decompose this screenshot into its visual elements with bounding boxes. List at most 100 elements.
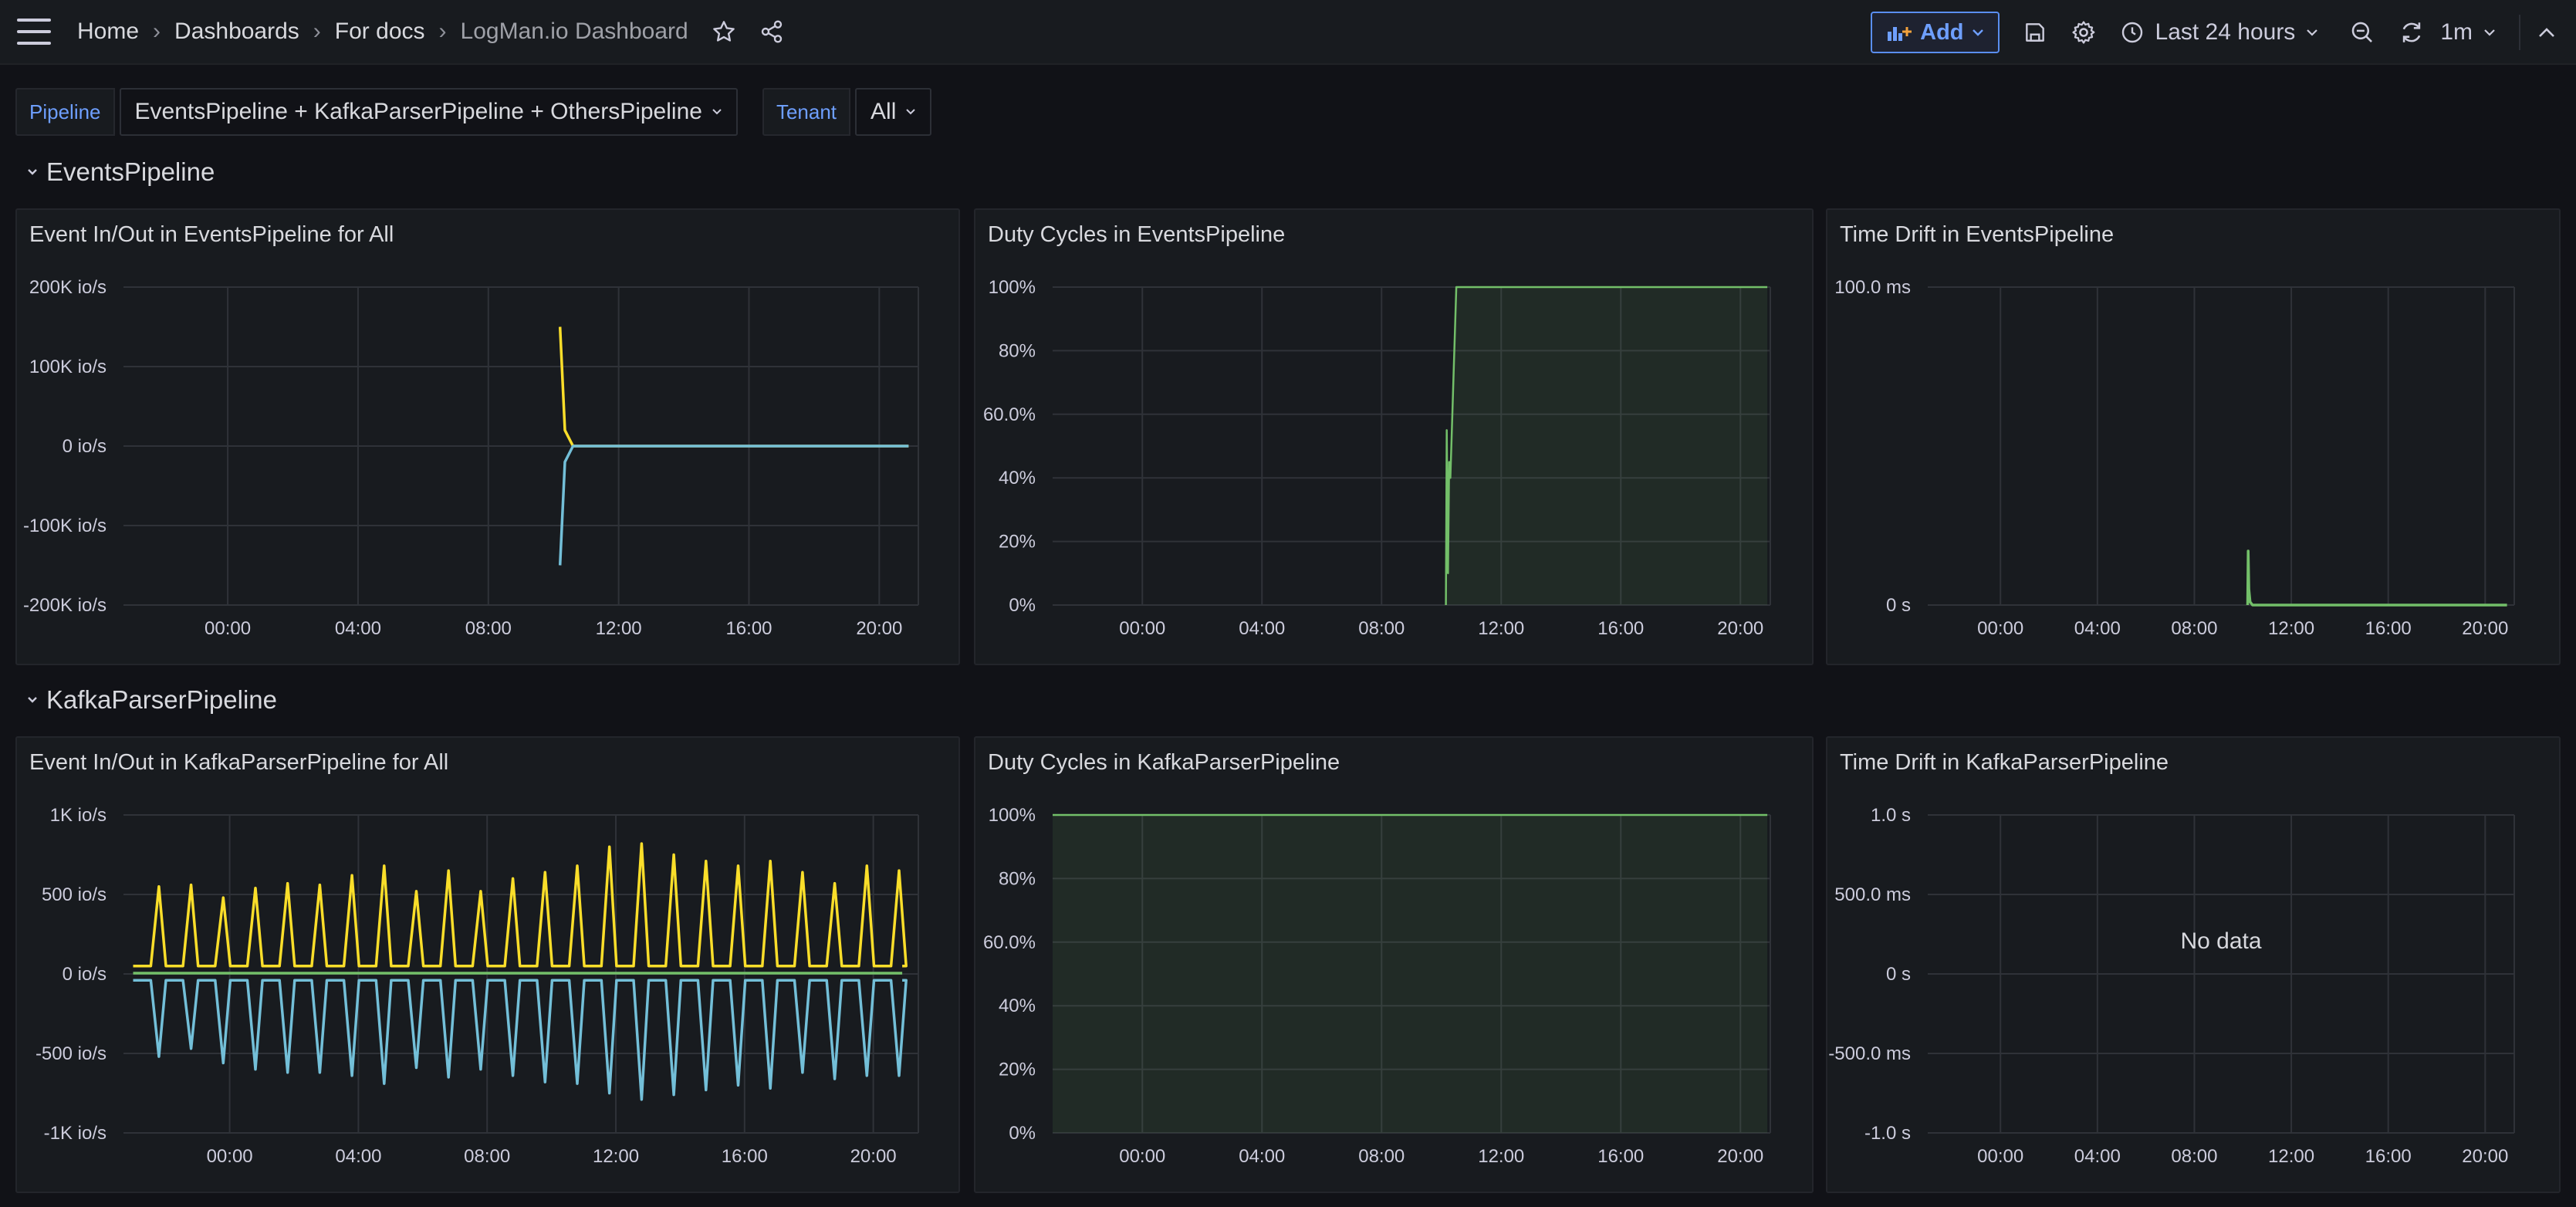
chart-svg: 100% 80% 60.0% 40% 20% 0% 00:00 04:00 08:00 12:00… <box>983 805 1771 1167</box>
x-tick-label: 12:00 <box>1478 1146 1524 1167</box>
x-tick-label: 08:00 <box>2171 1146 2217 1167</box>
chevron-right-icon: › <box>313 19 321 44</box>
breadcrumb-dashboards[interactable]: Dashboards <box>174 19 299 44</box>
y-tick-label: 1K io/s <box>50 805 106 826</box>
share-icon[interactable] <box>753 13 790 50</box>
save-dashboard-button[interactable] <box>2023 12 2047 53</box>
pipeline-variable-value: EventsPipeline + KafkaParserPipeline + O… <box>134 99 702 124</box>
panel-events-time-drift[interactable]: Time Drift in EventsPipeline 100.0 ms 0 s… <box>1826 208 2561 665</box>
x-tick-label: 12:00 <box>596 618 642 639</box>
gear-icon <box>2071 21 2094 44</box>
y-tick-label: 100% <box>989 277 1036 298</box>
y-tick-label: 100K io/s <box>29 357 106 377</box>
x-tick-label: 16:00 <box>725 618 772 639</box>
y-tick-label: 60.0% <box>983 404 1036 425</box>
x-tick-label: 00:00 <box>1977 1146 2023 1167</box>
add-panel-icon <box>1888 27 1912 41</box>
refresh-icon <box>2402 22 2421 42</box>
chart-svg: 100.0 ms 0 s 00:00 04:00 08:00 12:00 16:00 20:0… <box>1834 277 2515 639</box>
settings-button[interactable] <box>2071 12 2097 53</box>
x-tick-label: 16:00 <box>2365 618 2412 639</box>
no-data-message: No data <box>2180 928 2261 954</box>
panel-kafka-time-drift[interactable]: Time Drift in KafkaParserPipeline 1.0 s 5… <box>1826 736 2561 1193</box>
chevron-down-icon <box>2307 29 2318 36</box>
chart-svg: 200K io/s 100K io/s 0 io/s -100K io/s -200K … <box>23 277 919 639</box>
panel-title: Event In/Out in EventsPipeline for All <box>29 222 394 247</box>
y-tick-label: 1.0 s <box>1871 805 1911 826</box>
chevron-right-icon: › <box>438 19 447 44</box>
row-title: KafkaParserPipeline <box>46 685 277 714</box>
x-tick-label: 04:00 <box>335 618 381 639</box>
y-tick-label: 500.0 ms <box>1834 884 1911 905</box>
add-button[interactable]: Add <box>1871 12 2000 53</box>
pipeline-variable-select[interactable]: EventsPipeline + KafkaParserPipeline + O… <box>119 88 738 136</box>
x-tick-label: 12:00 <box>593 1146 639 1167</box>
tenant-variable-select[interactable]: All <box>855 88 932 136</box>
series-line <box>2246 549 2507 607</box>
x-tick-label: 12:00 <box>2268 618 2314 639</box>
x-tick-label: 08:00 <box>465 618 512 639</box>
x-tick-label: 08:00 <box>1358 618 1405 639</box>
x-tick-label: 20:00 <box>850 1146 897 1167</box>
tenant-variable-label: Tenant <box>762 88 851 136</box>
panel-kafka-in-out[interactable]: Event In/Out in KafkaParserPipeline for … <box>15 736 960 1193</box>
collapse-button[interactable] <box>2537 12 2556 53</box>
row-title: EventsPipeline <box>46 157 215 186</box>
chart-svg: 100% 80% 60.0% 40% 20% 0% 00:00 04:00 08:00 12:00… <box>983 277 1771 639</box>
y-tick-label: 60.0% <box>983 932 1036 953</box>
chart-svg: 1.0 s 500.0 ms 0 s -500.0 ms -1.0 s 00:00 04:0… <box>1828 805 2515 1167</box>
x-tick-label: 12:00 <box>2268 1146 2314 1167</box>
time-range-picker[interactable]: Last 24 hours <box>2120 19 2319 46</box>
y-tick-label: -500 io/s <box>35 1043 106 1064</box>
x-tick-label: 20:00 <box>1717 618 1763 639</box>
panel-title: Duty Cycles in EventsPipeline <box>988 222 1286 247</box>
y-tick-label: 0% <box>1009 595 1036 616</box>
row-header-eventspipeline[interactable]: EventsPipeline <box>26 157 215 187</box>
y-tick-label: -100K io/s <box>23 516 106 536</box>
refresh-button[interactable] <box>2399 12 2425 53</box>
x-tick-label: 00:00 <box>1119 618 1165 639</box>
x-tick-label: 20:00 <box>2462 1146 2508 1167</box>
chevron-down-icon <box>28 697 37 703</box>
y-tick-label: 100% <box>989 805 1036 826</box>
panel-events-duty-cycles[interactable]: Duty Cycles in EventsPipeline 100% 80% 60.… <box>974 208 1814 665</box>
x-tick-label: 12:00 <box>1478 618 1524 639</box>
panel-title: Duty Cycles in KafkaParserPipeline <box>988 750 1340 775</box>
y-tick-label: 40% <box>999 996 1036 1016</box>
y-tick-label: 80% <box>999 340 1036 361</box>
star-icon[interactable] <box>705 13 742 50</box>
x-tick-label: 08:00 <box>2171 618 2217 639</box>
x-tick-label: 00:00 <box>207 1146 253 1167</box>
y-tick-label: 80% <box>999 868 1036 889</box>
clock-icon <box>2121 22 2142 43</box>
panel-events-in-out[interactable]: Event In/Out in EventsPipeline for All 2… <box>15 208 960 665</box>
save-icon <box>2025 23 2044 42</box>
zoom-out-icon <box>2351 22 2373 42</box>
x-tick-label: 16:00 <box>2365 1146 2412 1167</box>
refresh-interval-label: 1m <box>2440 19 2473 45</box>
menu-icon[interactable] <box>17 19 51 45</box>
y-tick-label: 100.0 ms <box>1834 277 1911 298</box>
panel-kafka-duty-cycles[interactable]: Duty Cycles in KafkaParserPipeline 100% 8… <box>974 736 1814 1193</box>
series-line <box>133 979 908 1101</box>
breadcrumb-home[interactable]: Home <box>77 19 140 44</box>
x-tick-label: 20:00 <box>1717 1146 1763 1167</box>
panel-title: Event In/Out in KafkaParserPipeline for … <box>29 750 449 775</box>
page-title: LogMan.io Dashboard <box>460 19 688 44</box>
row-header-kafkaparserpipeline[interactable]: KafkaParserPipeline <box>26 685 277 715</box>
x-tick-label: 00:00 <box>1119 1146 1165 1167</box>
chevron-right-icon: › <box>153 19 161 44</box>
refresh-interval-picker[interactable]: 1m <box>2440 19 2496 46</box>
zoom-out-button[interactable] <box>2349 12 2375 53</box>
y-tick-label: 0% <box>1009 1123 1036 1144</box>
breadcrumb-folder[interactable]: For docs <box>334 19 425 44</box>
y-tick-label: 0 io/s <box>63 436 106 457</box>
series-line <box>558 326 909 448</box>
series-line <box>133 842 908 968</box>
top-navbar: Home › Dashboards › For docs › LogMan.io… <box>0 0 2576 65</box>
y-tick-label: 200K io/s <box>29 277 106 298</box>
chevron-up-icon <box>2539 28 2554 37</box>
panel-title: Time Drift in EventsPipeline <box>1840 222 2115 247</box>
tenant-variable-value: All <box>870 99 897 124</box>
y-tick-label: -200K io/s <box>23 595 106 616</box>
